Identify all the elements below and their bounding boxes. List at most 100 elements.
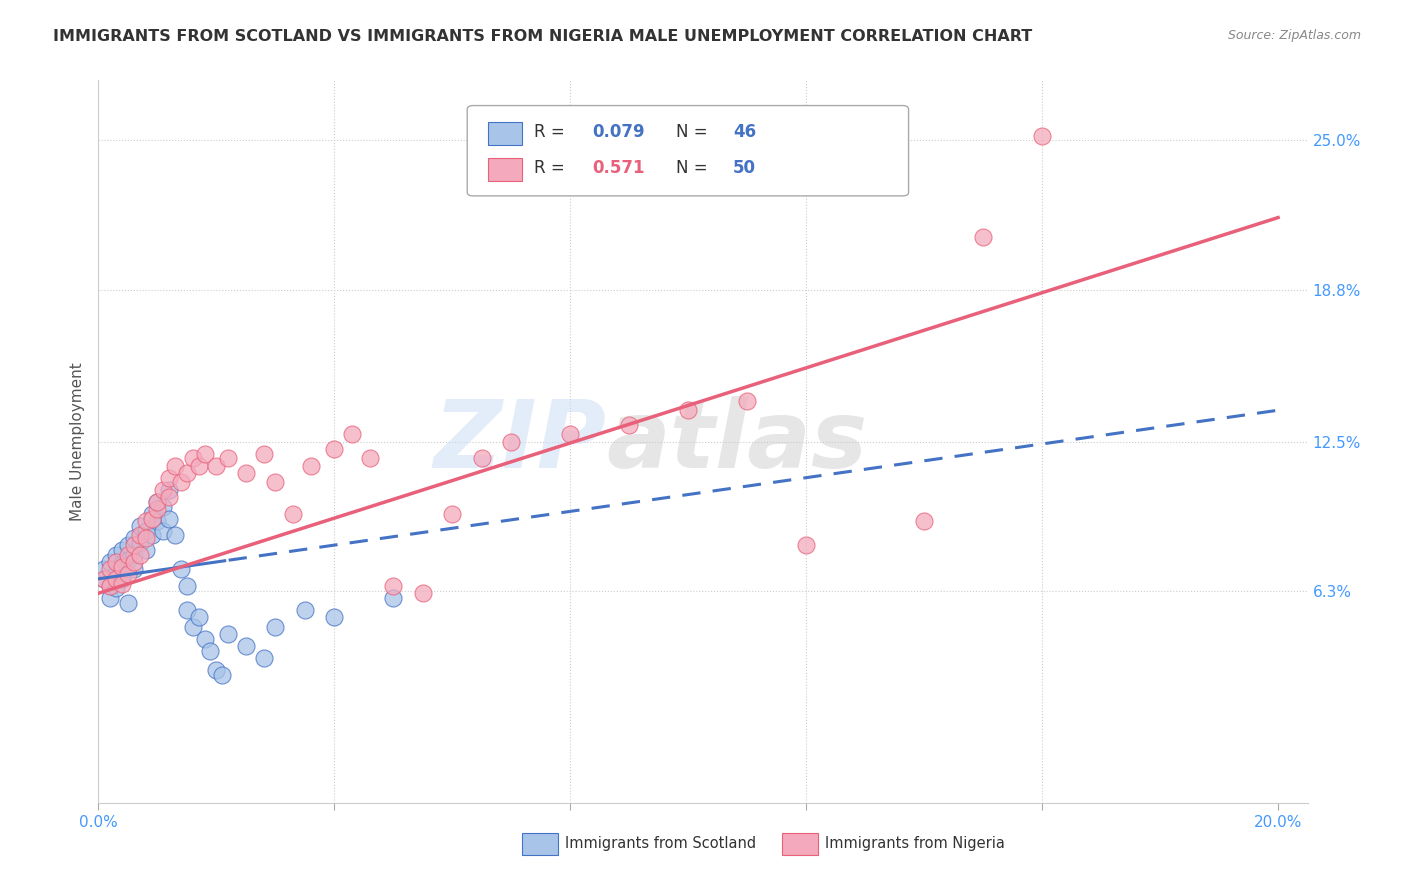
Point (111, 542, 134, 557)
Point (146, 494, 169, 508)
Point (176, 579, 198, 593)
Text: ZIP: ZIP (433, 395, 606, 488)
Point (105, 555, 128, 569)
Point (128, 548, 150, 562)
Point (294, 603, 316, 617)
Point (111, 559, 134, 574)
Point (205, 458, 228, 473)
Point (141, 528, 163, 542)
Point (98, 579, 121, 593)
Point (252, 447, 274, 461)
FancyBboxPatch shape (782, 833, 818, 855)
Point (170, 475, 193, 490)
Point (105, 572, 128, 586)
Point (93, 572, 115, 586)
Point (146, 502, 169, 516)
Text: Source: ZipAtlas.com: Source: ZipAtlas.com (1227, 29, 1361, 42)
Point (299, 458, 322, 473)
Point (122, 538, 145, 552)
Point (157, 483, 180, 497)
Point (281, 507, 304, 521)
Point (359, 451, 381, 466)
Text: atlas: atlas (606, 395, 868, 488)
Text: 0.079: 0.079 (592, 123, 644, 141)
Point (323, 610, 346, 624)
Point (111, 558, 134, 572)
Point (165, 458, 187, 473)
Point (93, 562, 115, 576)
Point (152, 483, 174, 497)
Text: R =: R = (534, 123, 569, 141)
Point (152, 500, 174, 514)
Point (678, 403, 700, 417)
Point (560, 427, 582, 442)
Point (122, 531, 145, 545)
Point (146, 514, 169, 528)
Point (117, 552, 139, 566)
Point (157, 490, 180, 504)
Point (135, 542, 157, 557)
Point (165, 528, 187, 542)
Point (972, 230, 994, 244)
Point (128, 528, 150, 542)
Point (187, 458, 209, 473)
Point (235, 639, 257, 653)
Point (157, 511, 180, 525)
Text: 0.571: 0.571 (592, 160, 644, 178)
Text: N =: N = (676, 160, 713, 178)
Point (1031, 128, 1053, 143)
Point (122, 548, 145, 562)
Point (117, 548, 139, 562)
Point (323, 442, 346, 456)
Point (211, 668, 233, 682)
Point (157, 471, 180, 485)
Point (152, 524, 174, 538)
Point (141, 511, 163, 525)
Text: 50: 50 (734, 160, 756, 178)
Point (235, 466, 257, 480)
Text: Immigrants from Scotland: Immigrants from Scotland (565, 837, 756, 852)
Point (93, 572, 115, 586)
Point (501, 434, 523, 449)
Point (200, 644, 222, 658)
Point (194, 447, 217, 461)
Point (135, 514, 157, 528)
FancyBboxPatch shape (467, 105, 908, 196)
Point (176, 603, 198, 617)
Point (98, 591, 121, 606)
Text: N =: N = (676, 123, 713, 141)
Point (382, 591, 405, 606)
Point (105, 567, 128, 582)
FancyBboxPatch shape (488, 122, 522, 145)
Point (340, 427, 363, 442)
Point (264, 620, 287, 634)
Point (128, 535, 150, 549)
Point (117, 567, 139, 582)
Point (98, 555, 121, 569)
Point (181, 620, 204, 634)
Point (98, 579, 121, 593)
Text: IMMIGRANTS FROM SCOTLAND VS IMMIGRANTS FROM NIGERIA MALE UNEMPLOYMENT CORRELATIO: IMMIGRANTS FROM SCOTLAND VS IMMIGRANTS F… (53, 29, 1032, 44)
Point (170, 562, 193, 576)
Point (105, 582, 128, 596)
Point (117, 538, 139, 552)
Point (117, 596, 139, 610)
Point (105, 548, 128, 562)
Text: 46: 46 (734, 123, 756, 141)
Point (146, 494, 169, 508)
Point (128, 519, 150, 533)
Point (217, 451, 239, 466)
FancyBboxPatch shape (522, 833, 558, 855)
Point (181, 451, 204, 466)
Point (111, 572, 134, 586)
Point (912, 514, 935, 528)
Point (176, 466, 198, 480)
Text: Immigrants from Nigeria: Immigrants from Nigeria (825, 837, 1005, 852)
Point (441, 507, 464, 521)
Point (264, 475, 287, 490)
Point (217, 627, 239, 641)
Point (412, 586, 434, 600)
Point (735, 393, 758, 408)
Y-axis label: Male Unemployment: Male Unemployment (69, 362, 84, 521)
Point (111, 576, 134, 591)
